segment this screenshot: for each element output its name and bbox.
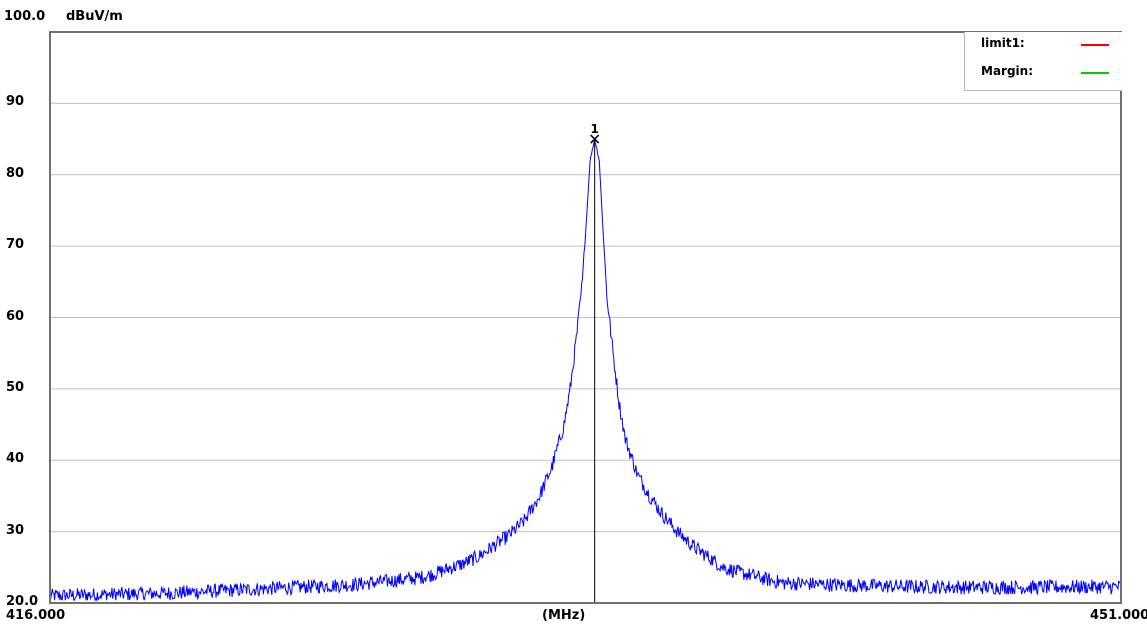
legend: limit1: Margin:: [964, 32, 1122, 91]
x-axis-unit: (MHz): [542, 608, 586, 623]
y-tick-label: 30: [6, 522, 25, 538]
y-tick-label: 80: [6, 165, 25, 181]
legend-swatch-limit1: [1081, 44, 1109, 46]
legend-label-limit1: limit1:: [981, 36, 1025, 50]
series-layer: [49, 139, 1122, 602]
marker-cross: [590, 134, 600, 144]
marker-layer: 1: [590, 122, 600, 603]
plot-frame: [49, 31, 1122, 604]
legend-item-margin: Margin:: [965, 62, 1122, 82]
y-axis-unit: dBuV/m: [66, 9, 123, 24]
y-tick-label: 70: [6, 237, 25, 253]
grid-lines: [50, 102, 1121, 533]
y-tick-label: 20.0: [6, 594, 39, 609]
marker-label: 1: [591, 122, 599, 136]
legend-item-limit1: limit1:: [965, 34, 1122, 54]
y-tick-label: 90: [6, 94, 25, 110]
y-top-value: 100.0: [4, 9, 46, 24]
legend-swatch-margin: [1081, 72, 1109, 74]
legend-label-margin: Margin:: [981, 64, 1034, 78]
y-tick-label: 40: [6, 451, 25, 467]
x-start-label: 416.000: [6, 608, 66, 623]
spectrum-trace: [49, 139, 1122, 602]
y-tick-label: 50: [6, 379, 25, 395]
y-tick-label: 60: [6, 308, 25, 324]
x-end-label: 451.000: [1090, 608, 1147, 623]
